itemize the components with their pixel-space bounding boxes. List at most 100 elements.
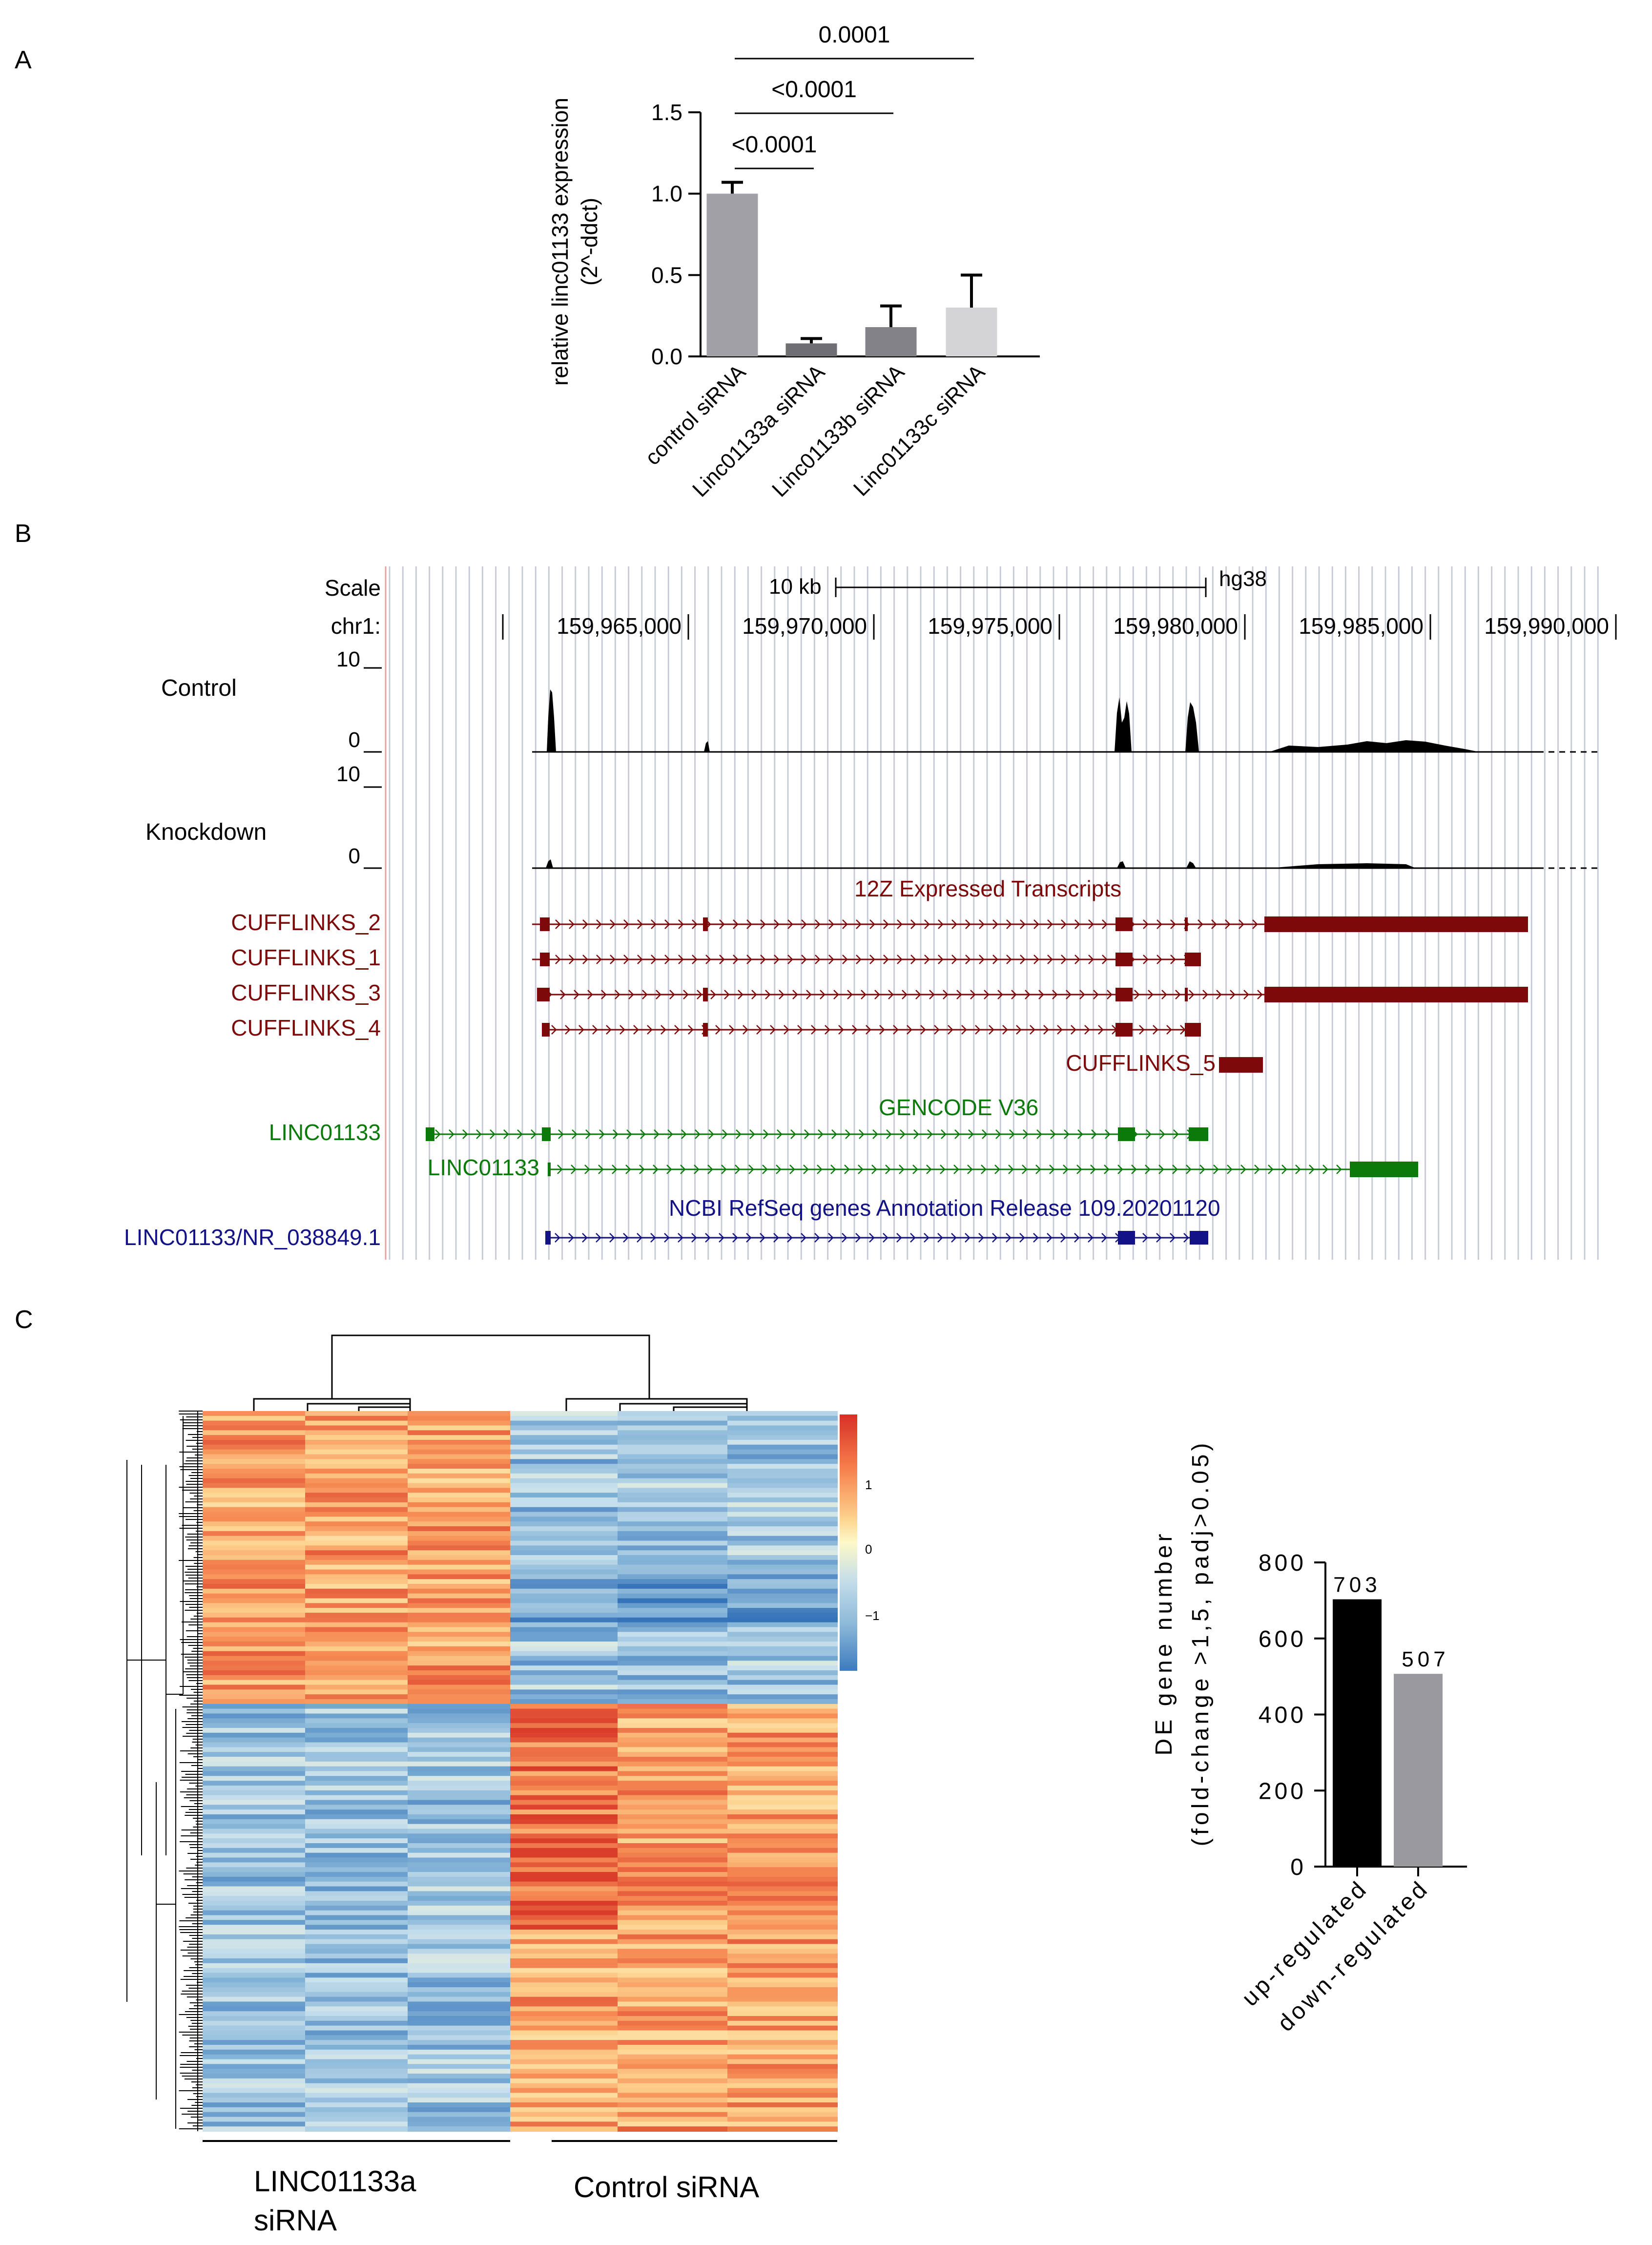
heatmap-cell: [727, 1415, 838, 1421]
heatmap-cell: [618, 1425, 728, 1431]
heatmap-cell: [305, 1420, 408, 1426]
heatmap-cell: [618, 1435, 728, 1440]
heatmap-cell: [408, 1425, 511, 1431]
heatmap-cell: [305, 1517, 408, 1522]
heatmap-cell: [618, 1824, 728, 1829]
heatmap-cell: [305, 1930, 408, 1935]
heatmap-cell: [408, 1930, 511, 1935]
heatmap-cell: [727, 1992, 838, 1997]
track-knockdown-name: Knockdown: [145, 819, 267, 845]
heatmap-cell: [618, 1737, 728, 1743]
cufflinks-5-exon: [1219, 1057, 1263, 1073]
heatmap-cell: [305, 1949, 408, 1954]
heatmap-cell: [408, 1646, 511, 1652]
heatmap-cell: [618, 1526, 728, 1532]
heatmap-cell: [510, 2112, 618, 2118]
heatmap-cell: [618, 1420, 728, 1426]
heatmap-cell: [305, 1737, 408, 1743]
heatmap-cell: [203, 1469, 306, 1474]
heatmap-cell: [408, 1982, 511, 1988]
heatmap-cell: [408, 1502, 511, 1508]
heatmap-cell: [305, 1545, 408, 1551]
heatmap-cell: [510, 1838, 618, 1844]
heatmap-cell: [203, 1526, 306, 1532]
track-control-max: 10: [336, 647, 360, 671]
heatmap-cell: [727, 1891, 838, 1897]
heatmap-cell: [618, 1872, 728, 1877]
heatmap-cell: [203, 1454, 306, 1460]
de-y-tick-label: 200: [1259, 1778, 1306, 1804]
heatmap-cell: [618, 1540, 728, 1546]
heatmap-cell: [203, 1689, 306, 1695]
heatmap-cell: [408, 1440, 511, 1445]
heatmap-cell: [408, 1934, 511, 1940]
heatmap-cell: [510, 1809, 618, 1815]
panel-a-bar: [785, 343, 837, 356]
heatmap-cell: [408, 1569, 511, 1575]
de-ylabel-line2: (fold-change >1,5, padj>0.05): [1188, 1440, 1214, 1847]
heatmap-cell: [727, 2117, 838, 2122]
heatmap-cell: [305, 1699, 408, 1705]
heatmap-cell: [727, 1752, 838, 1757]
heatmap-cell: [203, 1872, 306, 1877]
heatmap-cell: [408, 1517, 511, 1522]
heatmap-cell: [408, 1704, 511, 1709]
heatmap-cell: [203, 1795, 306, 1801]
heatmap-cell: [305, 1656, 408, 1662]
heatmap-cell: [727, 1968, 838, 1974]
heatmap-cell: [408, 1564, 511, 1570]
heatmap-cell: [727, 1569, 838, 1575]
heatmap-cell: [408, 1632, 511, 1638]
heatmap-cell: [510, 1747, 618, 1753]
heatmap-cell: [510, 1910, 618, 1916]
heatmap-cell: [408, 2064, 511, 2070]
heatmap-cell: [727, 2112, 838, 2118]
heatmap-cell: [203, 1521, 306, 1527]
heatmap-cell: [510, 1588, 618, 1594]
cufflinks-1-model: [532, 953, 1201, 966]
heatmap-cell: [727, 1642, 838, 1647]
heatmap-cell: [618, 1502, 728, 1508]
heatmap-cell: [203, 1483, 306, 1489]
heatmap-cell: [408, 2126, 511, 2132]
heatmap-cell: [510, 1843, 618, 1849]
heatmap-cell: [510, 1579, 618, 1584]
heatmap-cell: [203, 1968, 306, 1974]
heatmap-cell: [727, 1488, 838, 1494]
exon: [1185, 917, 1188, 931]
heatmap-cell: [305, 1550, 408, 1556]
exon: [1350, 1162, 1418, 1177]
heatmap-cell: [305, 1680, 408, 1685]
heatmap-cell: [305, 1454, 408, 1460]
heatmap-cell: [727, 1713, 838, 1719]
scale-bar-label: 10 kb: [769, 575, 822, 599]
heatmap-cell: [618, 1545, 728, 1551]
heatmap-cell: [727, 1920, 838, 1926]
exon: [1185, 1023, 1201, 1037]
heatmap-cell: [727, 1536, 838, 1541]
heatmap-cell: [305, 1781, 408, 1786]
heatmap-cell: [408, 1848, 511, 1853]
heatmap-cell: [408, 1949, 511, 1954]
heatmap-cell: [510, 1665, 618, 1671]
heatmap-cell: [618, 1814, 728, 1820]
position-label: 159,990,000: [1484, 613, 1609, 639]
heatmap-cell: [305, 1852, 408, 1858]
heatmap-cell: [408, 2117, 511, 2122]
panel-b-genome-browser: Scale 10 kb hg38 chr1: 159,965,000 159,97…: [124, 566, 1617, 1260]
heatmap-cell: [203, 1608, 306, 1613]
heatmap-cell: [305, 2107, 408, 2113]
heatmap-cell: [727, 2102, 838, 2108]
heatmap-cell: [203, 1949, 306, 1954]
heatmap-cell: [203, 1766, 306, 1772]
heatmap-cell: [305, 1954, 408, 1959]
heatmap-cell: [510, 1776, 618, 1782]
heatmap-cell: [203, 1781, 306, 1786]
heatmap-cell: [305, 1728, 408, 1733]
heatmap-cell: [305, 2045, 408, 2050]
heatmap-cell: [618, 1415, 728, 1421]
heatmap-cell: [203, 1646, 306, 1652]
heatmap-cell: [203, 1464, 306, 1469]
heatmap-cell: [408, 1680, 511, 1685]
heatmap-cell: [510, 1420, 618, 1426]
